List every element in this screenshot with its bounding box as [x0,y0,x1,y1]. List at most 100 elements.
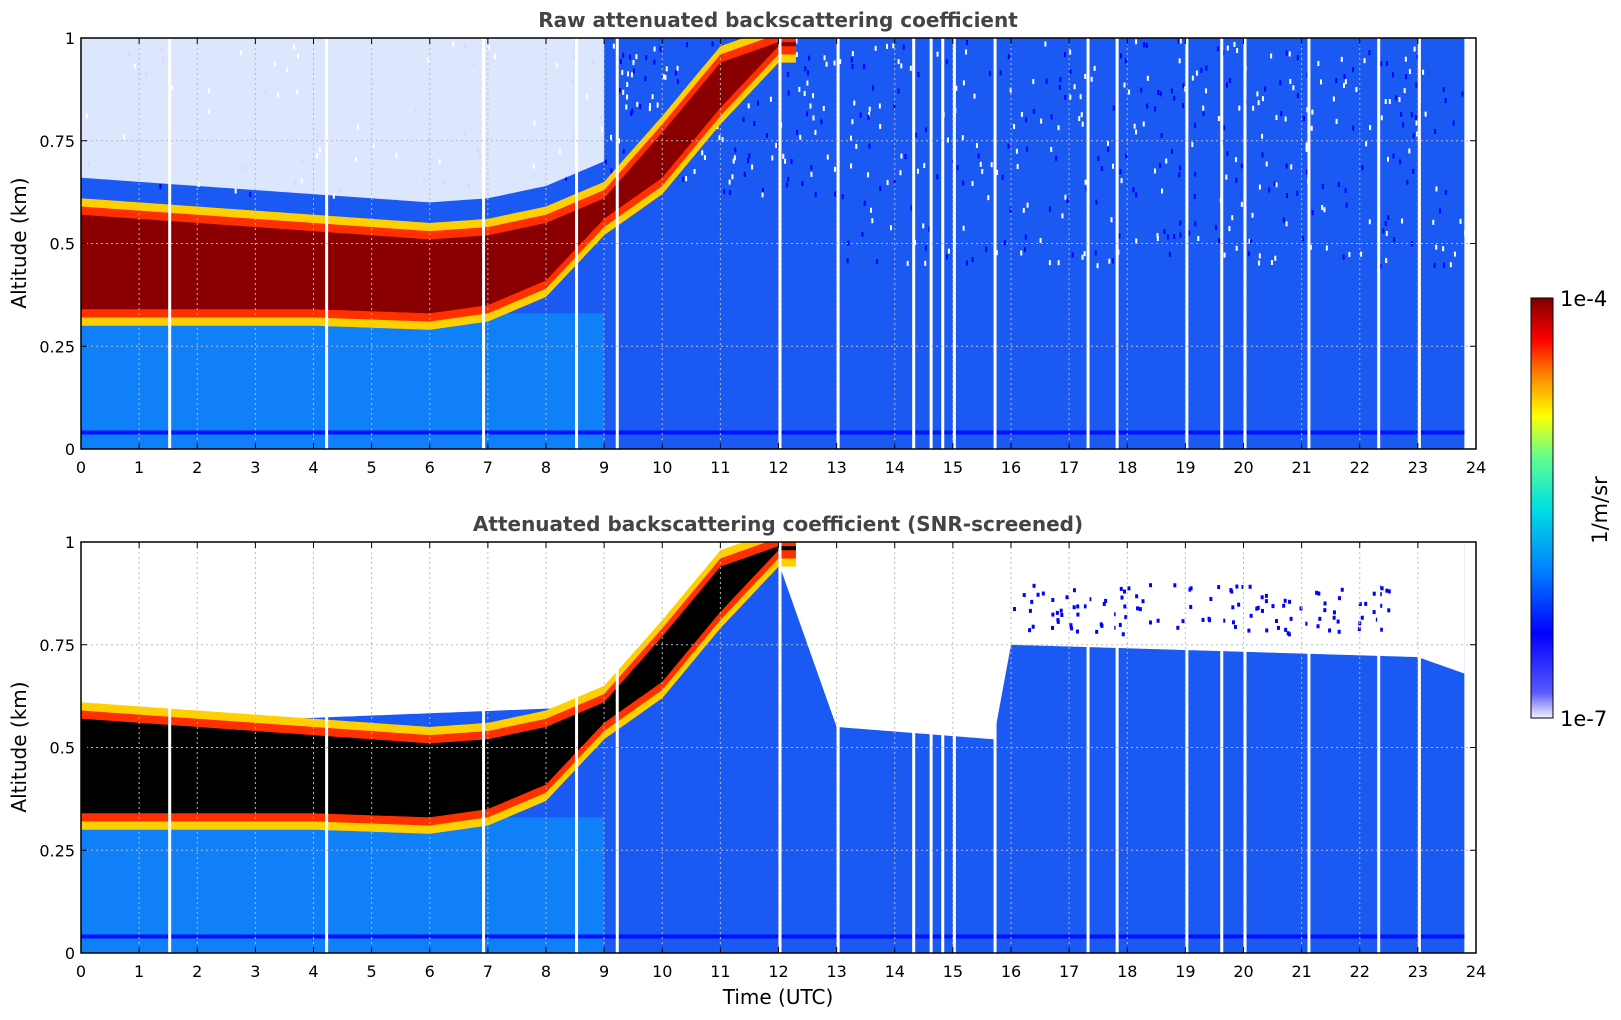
noise-speck [1435,244,1438,250]
data-gap [912,542,916,953]
y-tick-label: 0.25 [39,337,75,356]
noise-speck [676,79,679,85]
noise-speck [1434,128,1437,134]
noise-speck [685,176,688,182]
noise-speck [765,133,768,139]
cloud-patch [1323,608,1327,613]
cloud-patch [1076,612,1080,617]
noise-speck [1363,58,1366,64]
noise-speck [851,119,854,125]
noise-speck [1414,115,1417,121]
noise-speck [1408,148,1411,154]
cloud-patch [1076,604,1080,609]
noise-speck [814,191,817,197]
cloud-patch [1135,594,1139,599]
data-gap [952,542,956,953]
cloud-patch [1289,616,1293,621]
cloud-patch [1156,618,1160,623]
cloud-patch [1189,604,1193,609]
noise-speck [977,153,980,159]
noise-speck [1433,263,1436,269]
aerosol-layer-core [81,546,796,818]
noise-speck [1173,95,1176,101]
cloud-patch [1148,620,1152,625]
cloud-patch [1264,599,1268,604]
noise-speck [801,181,804,187]
noise-speck [973,93,976,99]
x-tick-label: 13 [826,962,846,981]
y-tick-label: 0 [65,944,75,963]
x-tick-label: 9 [599,962,609,981]
noise-speck [1146,103,1149,109]
cloud-patch [1340,587,1344,592]
noise-speck [628,54,631,60]
noise-speck [847,240,850,246]
cloud-patch [1336,619,1340,624]
noise-speck [1385,257,1388,263]
noise-speck [955,85,958,91]
cloud-patch [1102,601,1106,606]
x-tick-label: 3 [250,962,260,981]
noise-speck [966,39,969,45]
colorbar-gradient [1530,297,1554,719]
noise-speck [1001,174,1004,180]
noise-speck [1305,142,1308,148]
cloud-patch [1332,610,1336,615]
noise-speck [956,165,959,171]
cloud-patch [1233,624,1237,629]
noise-speck [1388,99,1391,105]
noise-speck [996,169,999,175]
noise-speck [734,147,737,153]
x-tick-label: 23 [1408,962,1428,981]
x-tick-label: 22 [1350,962,1370,981]
noise-speck [1345,202,1348,208]
cloud-patch [1357,627,1361,632]
noise-speck [868,106,871,112]
noise-speck [732,158,735,164]
noise-speck [999,70,1002,76]
noise-speck [1153,168,1156,174]
noise-speck [751,164,754,170]
noise-speck [1032,79,1035,85]
noise-speck [1071,252,1074,258]
cloud-patch [1271,604,1275,609]
noise-speck [1081,121,1084,127]
noise-speck [1400,111,1403,117]
noise-speck [1444,98,1447,104]
noise-speck [928,226,931,232]
noise-speck [1270,260,1273,266]
noise-speck [1285,163,1288,169]
noise-speck [1332,96,1335,102]
noise-speck [1385,60,1388,66]
cloud-patch [1217,585,1221,590]
noise-speck [1292,85,1295,91]
noise-speck [632,68,635,74]
cloud-patch [1264,593,1268,598]
noise-speck [975,143,978,149]
cloud-patch [1209,597,1213,602]
noise-speck [676,65,679,71]
x-tick-label: 7 [483,458,493,477]
cloud-patch [1260,595,1264,600]
cloud-patch [1337,596,1341,601]
noise-speck [812,93,815,99]
noise-speck [701,150,704,156]
noise-speck [795,38,798,44]
noise-speck [806,80,809,86]
noise-speck [892,43,895,49]
noise-speck [806,70,809,76]
noise-speck [1061,213,1064,219]
x-tick-label: 6 [425,962,435,981]
noise-speck [1258,184,1261,190]
noise-speck [863,200,866,206]
noise-speck [806,111,809,117]
noise-speck [1159,162,1162,168]
noise-speck [1170,148,1173,154]
noise-speck [1045,78,1048,84]
noise-speck [1214,225,1217,231]
noise-speck [1194,171,1197,177]
x-tick-label: 2 [192,458,202,477]
noise-speck [645,55,648,61]
cloud-patch [1255,606,1259,611]
noise-speck [1177,39,1180,45]
